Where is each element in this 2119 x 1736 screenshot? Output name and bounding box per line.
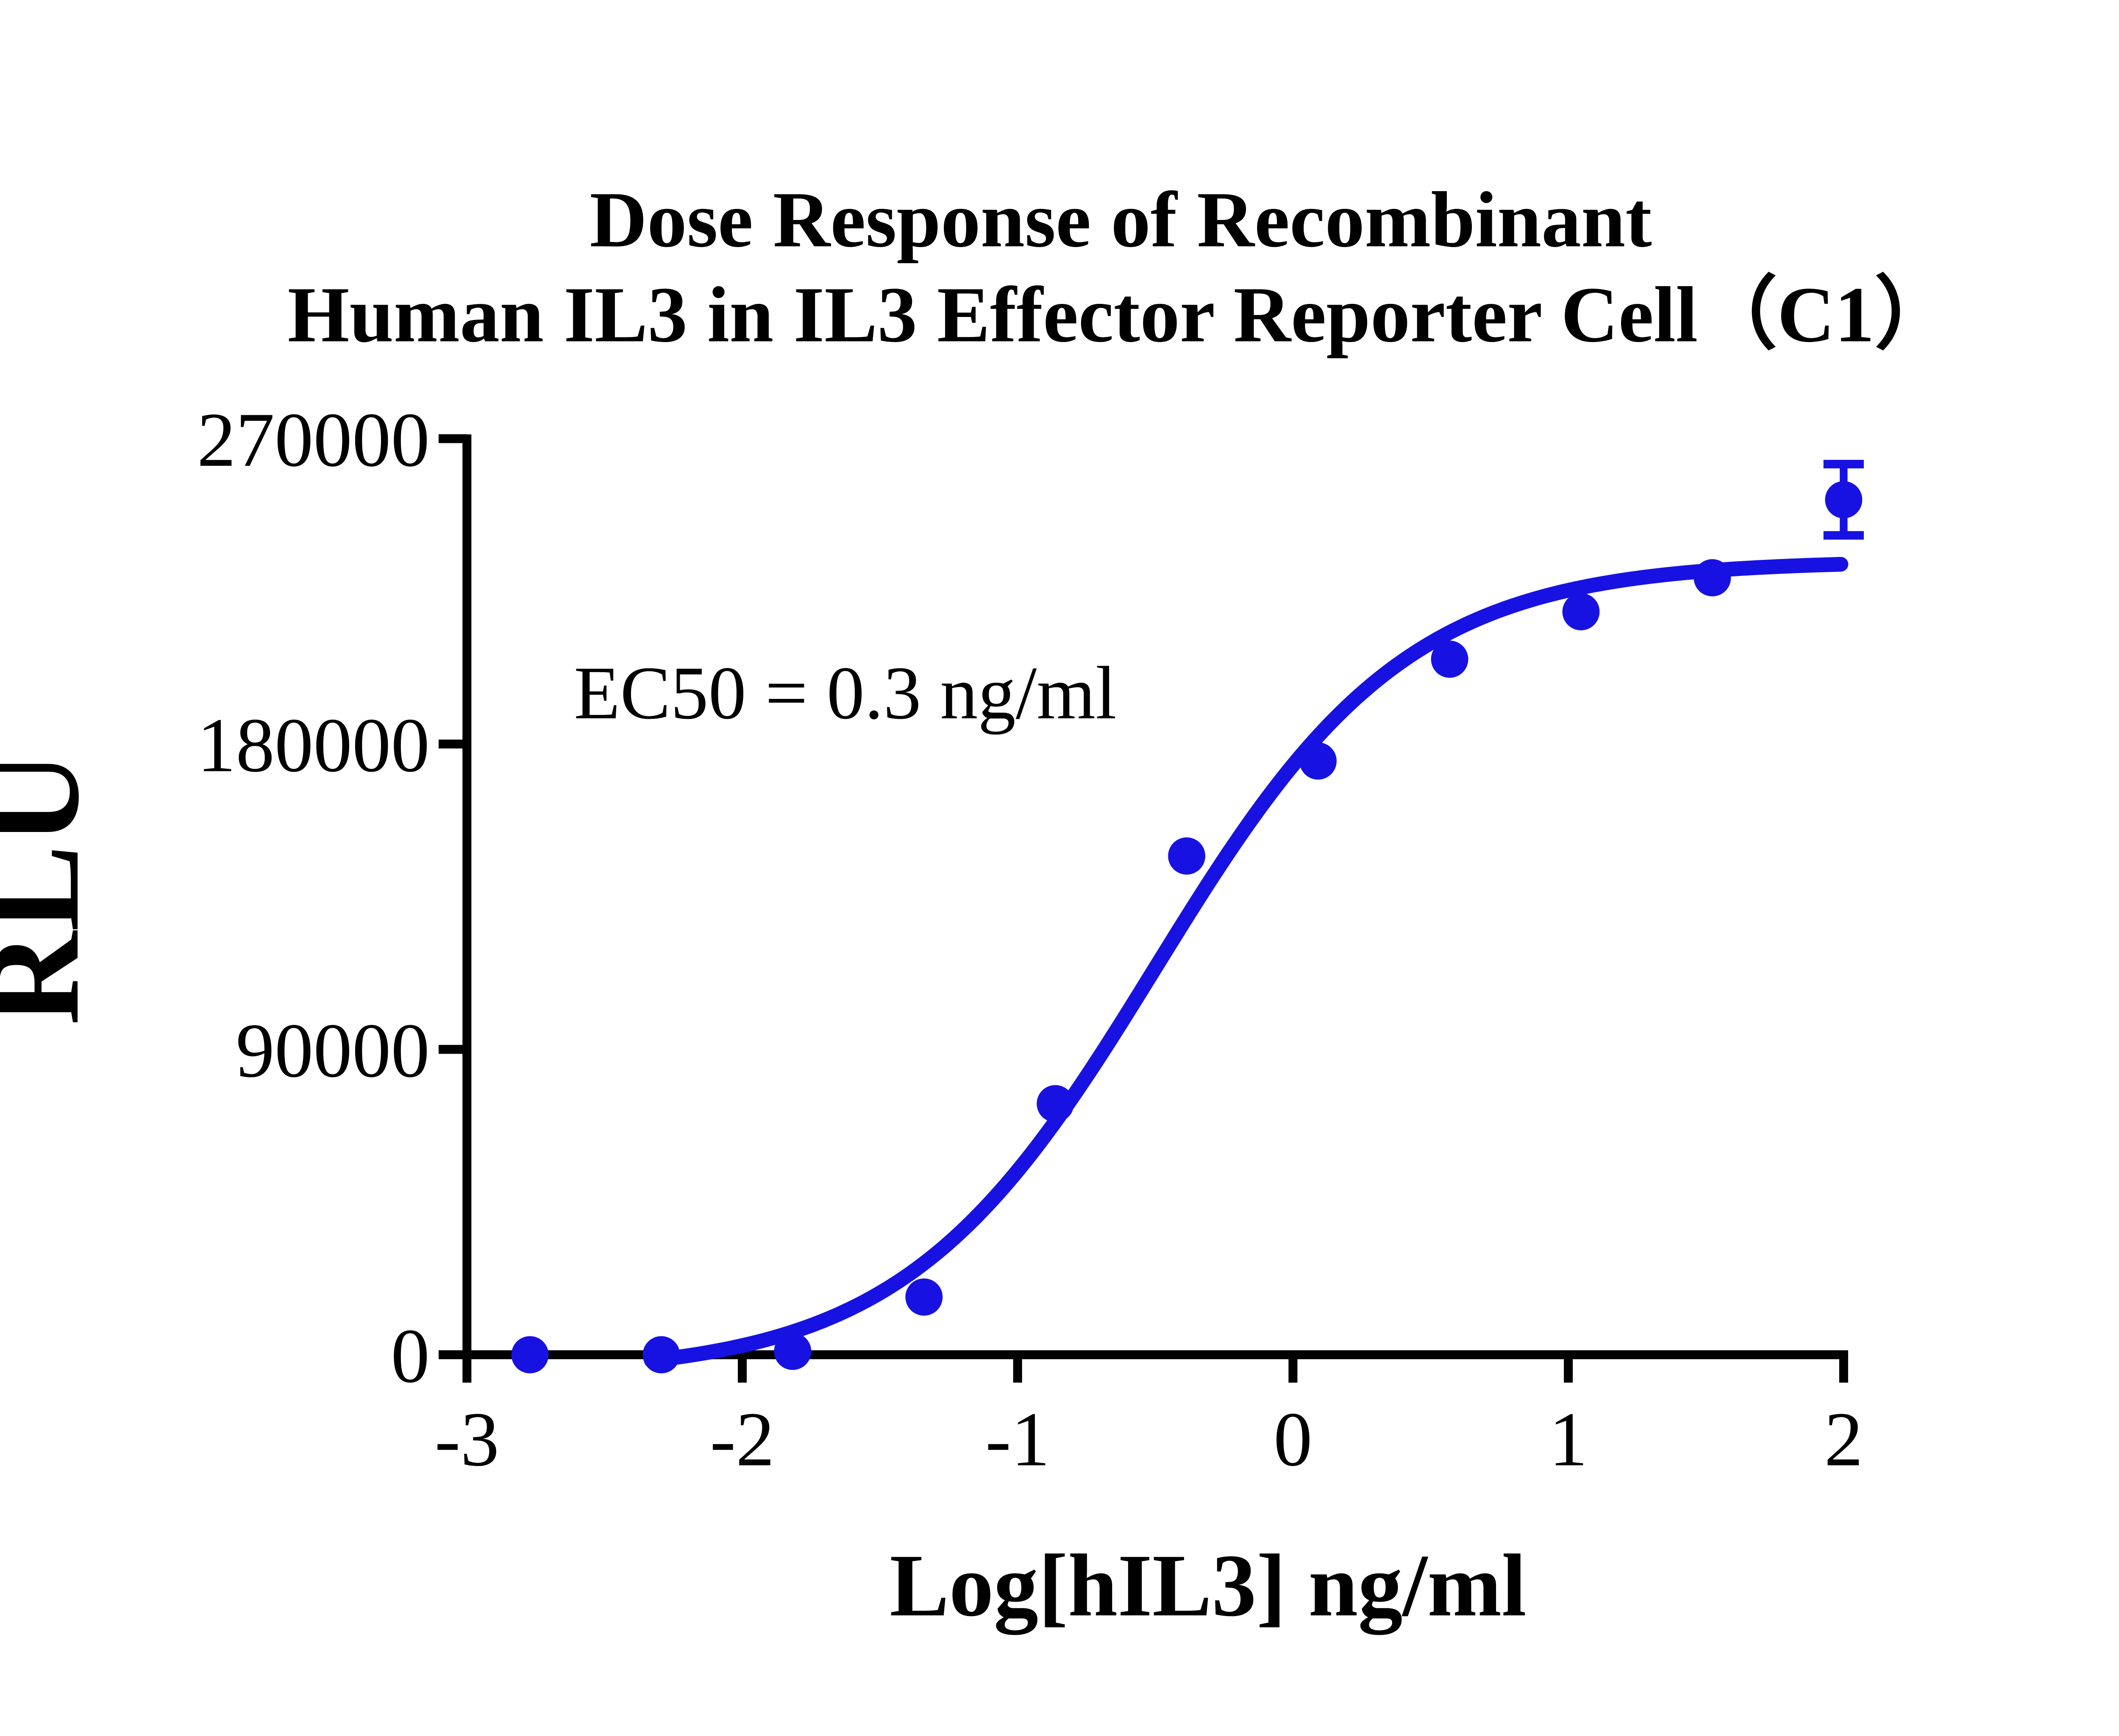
data-point	[905, 1278, 943, 1316]
x-axis-ticks: -3 -2 -1 0 1 2	[435, 1355, 1863, 1482]
x-tick-label: -1	[985, 1396, 1050, 1482]
x-tick-label: -2	[710, 1396, 774, 1482]
y-tick-label: 180000	[197, 702, 430, 788]
ec50-annotation: EC50 = 0.3 ng/ml	[574, 651, 1116, 735]
fit-curve-path	[644, 557, 1849, 1368]
data-points	[511, 459, 1864, 1374]
data-point	[1562, 593, 1600, 631]
data-point	[1694, 559, 1731, 597]
x-tick-label: 2	[1824, 1396, 1863, 1482]
data-point	[1037, 1085, 1074, 1122]
x-tick-label: 0	[1274, 1396, 1313, 1482]
x-tick-label: 1	[1549, 1396, 1588, 1482]
data-point	[1825, 481, 1863, 519]
chart-title-line2: Human IL3 in IL3 Effector Reporter Cell（…	[288, 270, 1954, 359]
y-tick-label: 90000	[236, 1007, 430, 1093]
y-tick-label: 0	[391, 1313, 430, 1399]
fit-curve	[644, 557, 1849, 1368]
y-axis-ticks: 0 90000 180000 270000	[197, 397, 467, 1399]
data-point	[1299, 742, 1337, 780]
y-tick-label: 270000	[197, 397, 430, 483]
x-tick-label: -3	[435, 1396, 499, 1482]
chart-title-line1: Dose Response of Recombinant	[590, 175, 1652, 264]
data-point	[1168, 837, 1206, 875]
data-point	[1431, 640, 1468, 678]
y-axis-label: RLU	[0, 751, 106, 1025]
x-axis-label: Log[hIL3] ng/ml	[890, 1536, 1527, 1635]
data-point	[774, 1333, 812, 1370]
data-point	[511, 1336, 549, 1374]
data-point	[642, 1336, 680, 1374]
